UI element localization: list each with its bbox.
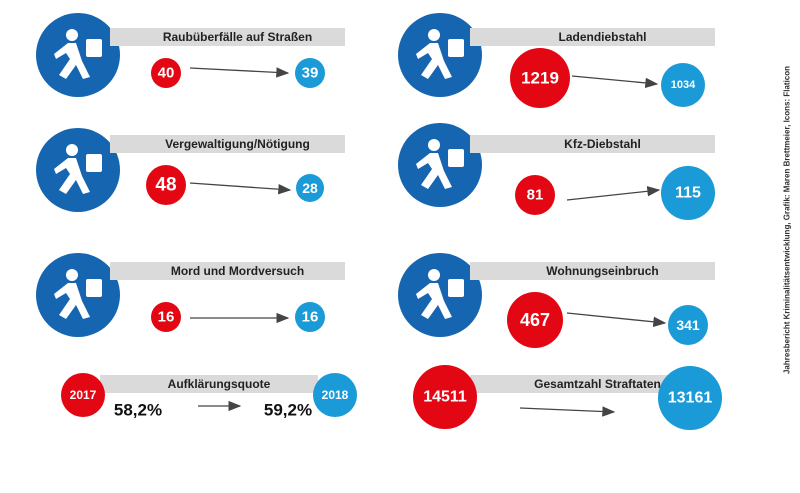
value-label: 13161: [668, 390, 713, 407]
icon-head: [428, 139, 440, 151]
item-label: Ladendiebstahl: [558, 30, 646, 44]
value-circle: [507, 292, 563, 348]
label-bar: [470, 28, 715, 46]
value-circle: [313, 373, 357, 417]
value-label: 16: [158, 309, 175, 326]
value-circle: [151, 58, 181, 88]
value-circle: [661, 63, 705, 107]
item-label: Raubüberfälle auf Straßen: [163, 30, 312, 44]
label-bar: [100, 375, 318, 393]
icon-object: [86, 39, 102, 57]
value-circle: [146, 165, 186, 205]
value-label: 16: [302, 309, 319, 326]
icon-head: [428, 29, 440, 41]
arrow: [189, 67, 290, 78]
icon-body: [54, 283, 90, 319]
value-label: 2017: [70, 388, 97, 402]
value-circle: [295, 58, 325, 88]
credit: Jahresbericht Kriminalitätsentwicklung, …: [783, 66, 792, 374]
value-circle: [295, 302, 325, 332]
arrow: [519, 406, 616, 417]
value-label: 40: [158, 65, 175, 82]
icon-body: [416, 43, 452, 79]
arrow: [566, 312, 667, 327]
icon-object: [448, 149, 464, 167]
value-circle: [151, 302, 181, 332]
value-label: 81: [527, 187, 544, 204]
icon-object: [86, 279, 102, 297]
value-circle: [515, 175, 555, 215]
rate-to: 59,2%: [264, 401, 312, 420]
value-label: 48: [155, 175, 176, 196]
arrow: [571, 75, 659, 89]
value-label: 341: [676, 317, 700, 333]
label-bar: [470, 262, 715, 280]
value-circle: [658, 366, 722, 430]
label-bar: [110, 262, 345, 280]
label-bar: [470, 375, 705, 393]
item-label: Aufklärungsquote: [168, 377, 271, 391]
item-label: Vergewaltigung/Nötigung: [165, 137, 310, 151]
arrow: [566, 186, 661, 201]
item-label: Mord und Mordversuch: [171, 264, 304, 278]
value-circle: [510, 48, 570, 108]
value-circle: [413, 365, 477, 429]
value-circle: [296, 174, 324, 202]
rate-from: 58,2%: [114, 401, 162, 420]
icon-object: [448, 39, 464, 57]
value-label: 39: [302, 65, 319, 82]
value-circle: [668, 305, 708, 345]
value-label: 1034: [671, 79, 696, 91]
label-bar: [110, 28, 345, 46]
item-label: Gesamtzahl Straftaten: [534, 377, 661, 391]
icon-object: [448, 279, 464, 297]
value-circle: [661, 166, 715, 220]
item-label: Wohnungseinbruch: [546, 264, 658, 278]
item-label: Kfz-Diebstahl: [564, 137, 641, 151]
icon-head: [428, 269, 440, 281]
value-label: 467: [520, 310, 550, 330]
icon-object: [86, 154, 102, 172]
value-label: 28: [302, 180, 318, 196]
icon-head: [66, 29, 78, 41]
icon-body: [54, 43, 90, 79]
value-label: 1219: [521, 69, 559, 88]
value-circle: [61, 373, 105, 417]
value-label: 115: [675, 185, 701, 202]
icon-head: [66, 144, 78, 156]
label-bar: [470, 135, 715, 153]
icon-body: [54, 158, 90, 194]
value-label: 2018: [322, 388, 349, 402]
icon-head: [66, 269, 78, 281]
label-bar: [110, 135, 345, 153]
icon-body: [416, 283, 452, 319]
arrow: [189, 182, 292, 195]
value-label: 14511: [423, 389, 467, 406]
icon-body: [416, 153, 452, 189]
